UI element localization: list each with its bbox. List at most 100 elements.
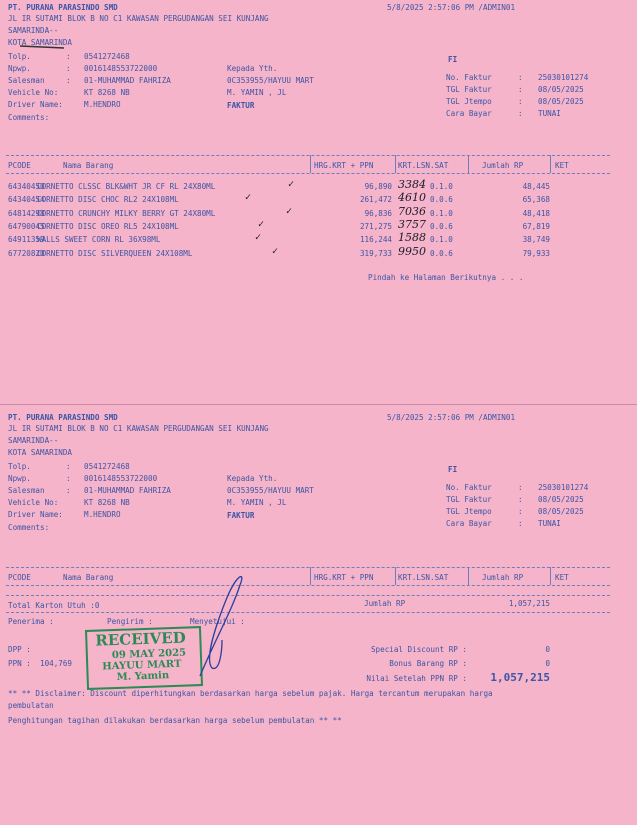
row-name: CORNETTO DISC SILVERQUEEN 24X108ML (37, 248, 193, 258)
row-qty: 0.0.6 (430, 221, 453, 231)
row-name: CORNETTO CRUNCHY MILKY BERRY GT 24X80ML (37, 208, 216, 218)
city: KOTA SAMARINDA (8, 448, 73, 457)
print-timestamp: 5/8/2025 2:57:06 PM /ADMIN01 (387, 3, 516, 12)
column-rule (310, 567, 311, 585)
row-name: WALLS SWEET CORN RL 36X98ML (37, 235, 161, 245)
row-pcode: 64814298 (8, 208, 45, 218)
invoice-value: 08/05/2025 (538, 97, 584, 106)
field-value: 0016148553722000 (84, 64, 158, 73)
field-sep: : (66, 76, 71, 85)
row-pcode: 67720820 (8, 248, 45, 258)
invoice-value: 25030101274 (538, 483, 589, 492)
document-type: FAKTUR (227, 511, 255, 520)
check-mark-icon: ✓ (245, 192, 252, 204)
col-header-name: Nama Barang (63, 161, 114, 170)
jumlah-label: Jumlah RP (364, 599, 406, 608)
row-pcode: 64340450 (8, 182, 45, 191)
page-divider (0, 404, 637, 405)
column-rule (550, 155, 551, 173)
next-page-note: Pindah ke Halaman Berikutnya . . . (368, 273, 524, 282)
row-price: 261,472 (359, 195, 392, 205)
row-amount: 48,418 (522, 208, 550, 218)
check-mark-icon: ✓ (258, 218, 265, 230)
address-line: JL IR SUTAMI BLOK B NO C1 KAWASAN PERGUD… (8, 14, 269, 23)
row-name: CORNETTO DISC CHOC RL2 24X108ML (37, 195, 179, 205)
address-line: SAMARINDA-- (8, 436, 59, 445)
handwritten-note: 3384 (398, 178, 426, 191)
document-type: FAKTUR (227, 101, 255, 110)
dpp-label: DPP : (8, 645, 31, 654)
col-header-amount: Jumlah RP (482, 161, 524, 170)
handwritten-note: 3757 (398, 217, 426, 231)
table-rule (6, 173, 610, 174)
row-price: 116,244 (359, 235, 392, 245)
col-header-ket: KET (555, 573, 569, 582)
disclaimer: pembulatan (8, 701, 54, 710)
check-mark-icon: ✓ (286, 205, 293, 217)
print-timestamp: 5/8/2025 2:57:06 PM /ADMIN01 (387, 413, 516, 422)
penerima-label: Penerima : (8, 617, 54, 626)
field-label: Comments: (8, 523, 50, 532)
field-value: M.HENDRO (84, 100, 121, 109)
row-amount: 79,933 (522, 248, 550, 258)
city: KOTA SAMARINDA (8, 38, 73, 47)
row-amount: 38,749 (522, 235, 550, 245)
special-discount-value: 0 (545, 645, 550, 654)
column-rule (550, 567, 551, 585)
invoice-label: No. Faktur (446, 73, 492, 82)
invoice-label: TGL Jtempo (446, 507, 492, 516)
column-rule (395, 567, 396, 585)
invoice-sep: : (518, 507, 523, 516)
nilai-value: 1,057,215 (490, 671, 550, 684)
row-price: 96,890 (364, 182, 392, 191)
invoice-label: TGL Jtempo (446, 97, 492, 106)
field-label: Tolp. (8, 52, 31, 61)
table-rule (6, 612, 610, 613)
company-name: PT. PURANA PARASINDO SMD (8, 413, 118, 422)
field-value: 0016148553722000 (84, 474, 158, 483)
col-header-pcode: PCODE (8, 573, 31, 582)
customer-address: M. YAMIN , JL (227, 88, 287, 97)
field-label: Vehicle No: (8, 88, 59, 97)
received-stamp: RECEIVED 09 MAY 2025 HAYUU MART M. Yamin (84, 625, 204, 691)
company-name: PT. PURANA PARASINDO SMD (8, 3, 118, 12)
row-amount: 48,445 (522, 182, 550, 191)
invoice-sep: : (518, 73, 523, 82)
stamp-person: M. Yamin (116, 670, 170, 683)
customer-address: M. YAMIN , JL (227, 498, 287, 507)
row-pcode: 64340454 (8, 195, 45, 205)
col-header-ket: KET (555, 161, 569, 170)
field-value: M.HENDRO (84, 510, 121, 519)
ppn-value: 104,769 (40, 659, 73, 668)
handwritten-note: 1588 (398, 231, 426, 245)
field-label: Driver Name: (8, 100, 63, 109)
menyetujui-label: Menyetujui : (190, 617, 245, 626)
field-label: Npwp. (8, 64, 31, 73)
check-mark-icon: ✓ (255, 232, 262, 244)
field-label: Npwp. (8, 474, 31, 483)
invoice-sep: : (518, 495, 523, 504)
field-label: Salesman (8, 486, 45, 495)
handwritten-note: 9950 (398, 244, 426, 258)
col-header-qty: KRT.LSN.SAT (398, 161, 449, 170)
field-label: Vehicle No: (8, 498, 59, 507)
invoice-value: 25030101274 (538, 73, 589, 82)
invoice-label: Cara Bayar (446, 519, 492, 528)
nilai-label: Nilai Setelah PPN RP : (366, 674, 467, 683)
handwritten-note: 7036 (398, 204, 426, 218)
field-label: Driver Name: (8, 510, 63, 519)
handwritten-note: 4610 (398, 191, 426, 205)
row-name: CORNETTO DISC OREO RL5 24X108ML (37, 221, 179, 231)
row-price: 319,733 (359, 248, 392, 258)
col-header-pcode: PCODE (8, 161, 31, 170)
pengirim-label: Pengirim : (107, 617, 153, 626)
table-rule (6, 585, 610, 586)
row-qty: 0.1.0 (430, 235, 453, 245)
row-qty: 0.1.0 (430, 182, 453, 191)
stamp-title: RECEIVED (95, 628, 187, 650)
row-pcode: 64790045 (8, 221, 45, 231)
row-name: CORNETTO CLSSC BLK&WHT JR CF RL 24X80ML (37, 182, 216, 191)
field-sep: : (66, 474, 71, 483)
row-price: 96,836 (364, 208, 392, 218)
